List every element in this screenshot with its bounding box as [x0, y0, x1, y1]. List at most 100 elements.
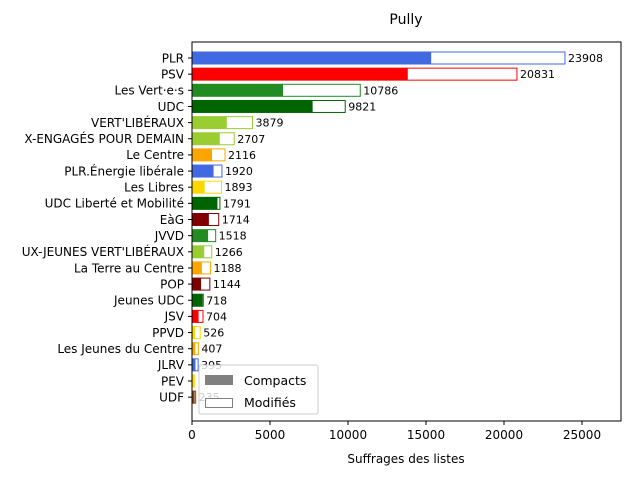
y-tick-label: La Terre au Centre — [74, 261, 184, 275]
y-tick-label: JSV — [164, 310, 185, 324]
bar-value-label: 10786 — [363, 84, 398, 97]
y-tick-label: PEV — [161, 374, 185, 388]
bar-modifies — [430, 51, 566, 65]
bar-compacts — [192, 390, 195, 404]
y-tick-label: Les Vert·e·s — [115, 84, 185, 98]
bar-compacts — [192, 309, 199, 323]
y-tick-label: UDC — [158, 100, 184, 114]
bar-value-label: 23908 — [568, 52, 603, 65]
bar-value-label: 718 — [206, 294, 227, 307]
bar-modifies — [194, 342, 199, 356]
bar-modifies — [203, 180, 223, 194]
bar-modifies — [194, 358, 199, 372]
y-tick-label: JLRV — [157, 358, 185, 372]
bar-modifies — [216, 196, 221, 210]
bar-compacts — [192, 342, 195, 356]
x-tick-label: 0 — [188, 428, 196, 442]
bar-modifies — [197, 309, 204, 323]
bar-compacts — [192, 293, 203, 307]
bar-modifies — [225, 116, 254, 130]
bar-value-label: 704 — [206, 310, 227, 323]
bar-compacts — [192, 148, 212, 162]
bar-value-label: 1144 — [213, 278, 241, 291]
bar-modifies — [200, 277, 211, 291]
bar-value-label: 9821 — [348, 100, 376, 113]
bar-modifies — [218, 132, 235, 146]
bar-compacts — [192, 132, 220, 146]
x-axis-label: Suffrages des listes — [347, 452, 464, 466]
bar-value-label: 20831 — [520, 68, 555, 81]
y-tick-label: EàG — [160, 213, 184, 227]
bar-compacts — [192, 180, 205, 194]
bar-compacts — [192, 374, 194, 388]
bar-value-label: 526 — [203, 327, 224, 340]
bar-modifies — [281, 83, 361, 97]
bar-compacts — [192, 245, 204, 259]
bar-modifies — [207, 229, 217, 243]
y-tick-label: POP — [160, 277, 184, 291]
bar-value-label: 1920 — [225, 165, 253, 178]
bar-modifies — [211, 148, 226, 162]
bar-compacts — [192, 116, 227, 130]
y-tick-label: UDF — [159, 390, 184, 404]
bar-value-label: 1266 — [215, 246, 243, 259]
y-tick-label: UDC Liberté et Mobilité — [45, 197, 184, 211]
bar-value-label: 1791 — [223, 197, 251, 210]
bar-modifies — [203, 245, 213, 259]
bar-compacts — [192, 99, 313, 113]
bar-value-label: 1188 — [214, 262, 242, 275]
bar-modifies — [406, 67, 518, 81]
bar-value-label: 2116 — [228, 149, 256, 162]
bar-compacts — [192, 358, 195, 372]
bar-compacts — [192, 51, 431, 65]
legend: Compacts Modifiés — [198, 364, 319, 415]
bar-modifies — [200, 261, 212, 275]
chart-title: Pully — [389, 12, 422, 28]
bar-compacts — [192, 164, 214, 178]
y-tick-label: Le Centre — [126, 148, 184, 162]
bar-value-label: 2707 — [237, 133, 265, 146]
y-tick-label: PLR — [162, 51, 184, 65]
plot-frame — [191, 41, 622, 422]
legend-label-compacts: Compacts — [244, 373, 306, 388]
y-tick-label: Les Libres — [124, 181, 184, 195]
bar-compacts — [192, 67, 408, 81]
bar-modifies — [193, 390, 197, 404]
x-tick-label: 20000 — [485, 428, 523, 442]
bar-compacts — [192, 229, 208, 243]
bar-modifies — [193, 326, 201, 340]
bar-value-label: 407 — [201, 343, 222, 356]
legend-label-modifies: Modifiés — [244, 395, 296, 410]
x-tick-label: 25000 — [563, 428, 601, 442]
bar-compacts — [192, 277, 201, 291]
legend-swatch-compacts — [205, 375, 233, 385]
bar-modifies — [212, 164, 223, 178]
bar-modifies — [207, 213, 220, 226]
bar-value-label: 1714 — [222, 214, 250, 227]
bar-compacts — [192, 326, 195, 340]
y-tick-label: PPVD — [152, 326, 184, 340]
y-tick-label: UX-JEUNES VERT'LIBÉRAUX — [22, 244, 184, 259]
bar-compacts — [192, 213, 209, 226]
bar-value-label: 3879 — [256, 117, 284, 130]
bar-modifies — [311, 99, 346, 113]
y-tick-label: JVVD — [154, 229, 184, 243]
bar-compacts — [192, 196, 217, 210]
legend-swatch-modifies — [205, 398, 233, 408]
y-tick-label: Les Jeunes du Centre — [57, 342, 184, 356]
x-tick-label: 10000 — [329, 428, 367, 442]
bar-compacts — [192, 83, 283, 97]
x-tick-label: 5000 — [255, 428, 286, 442]
bar-value-label: 1518 — [219, 230, 247, 243]
y-tick-label: Jeunes UDC — [113, 294, 184, 308]
bar-compacts — [192, 261, 202, 275]
y-tick-label: PSV — [161, 67, 185, 81]
bar-modifies — [201, 293, 204, 307]
y-tick-label: PLR.Énergie libérale — [64, 163, 184, 178]
y-tick-label: VERT'LIBÉRAUX — [91, 115, 184, 130]
x-tick-label: 15000 — [407, 428, 445, 442]
y-tick-label: X-ENGAGÉS POUR DEMAIN — [24, 131, 184, 146]
bar-modifies — [192, 374, 196, 388]
bar-value-label: 1893 — [225, 181, 253, 194]
